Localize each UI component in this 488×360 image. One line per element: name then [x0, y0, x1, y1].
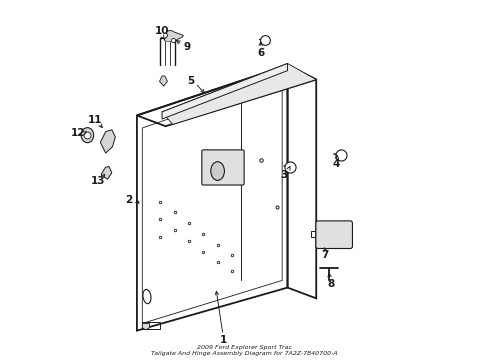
Text: 2: 2	[125, 195, 132, 205]
Text: 6: 6	[257, 48, 264, 58]
Text: 4: 4	[331, 159, 339, 169]
Polygon shape	[100, 130, 115, 153]
Polygon shape	[101, 166, 112, 179]
Polygon shape	[142, 323, 149, 330]
Ellipse shape	[210, 162, 224, 180]
Text: 2009 Ford Explorer Sport Trac
Tailgate And Hinge Assembly Diagram for 7A2Z-78407: 2009 Ford Explorer Sport Trac Tailgate A…	[151, 345, 337, 356]
Text: 8: 8	[326, 279, 333, 289]
Text: 1: 1	[219, 334, 226, 345]
Polygon shape	[162, 63, 316, 125]
Text: 11: 11	[87, 115, 102, 125]
Ellipse shape	[81, 128, 94, 143]
FancyBboxPatch shape	[202, 150, 244, 185]
Text: 7: 7	[321, 250, 328, 260]
Polygon shape	[162, 63, 287, 119]
FancyBboxPatch shape	[315, 221, 352, 248]
Text: 12: 12	[71, 129, 85, 138]
Text: 9: 9	[183, 42, 190, 52]
Text: 10: 10	[155, 26, 169, 36]
Text: 3: 3	[280, 170, 287, 180]
Polygon shape	[159, 76, 167, 86]
Text: 13: 13	[91, 176, 105, 186]
Text: 5: 5	[187, 76, 194, 86]
Polygon shape	[163, 31, 183, 41]
